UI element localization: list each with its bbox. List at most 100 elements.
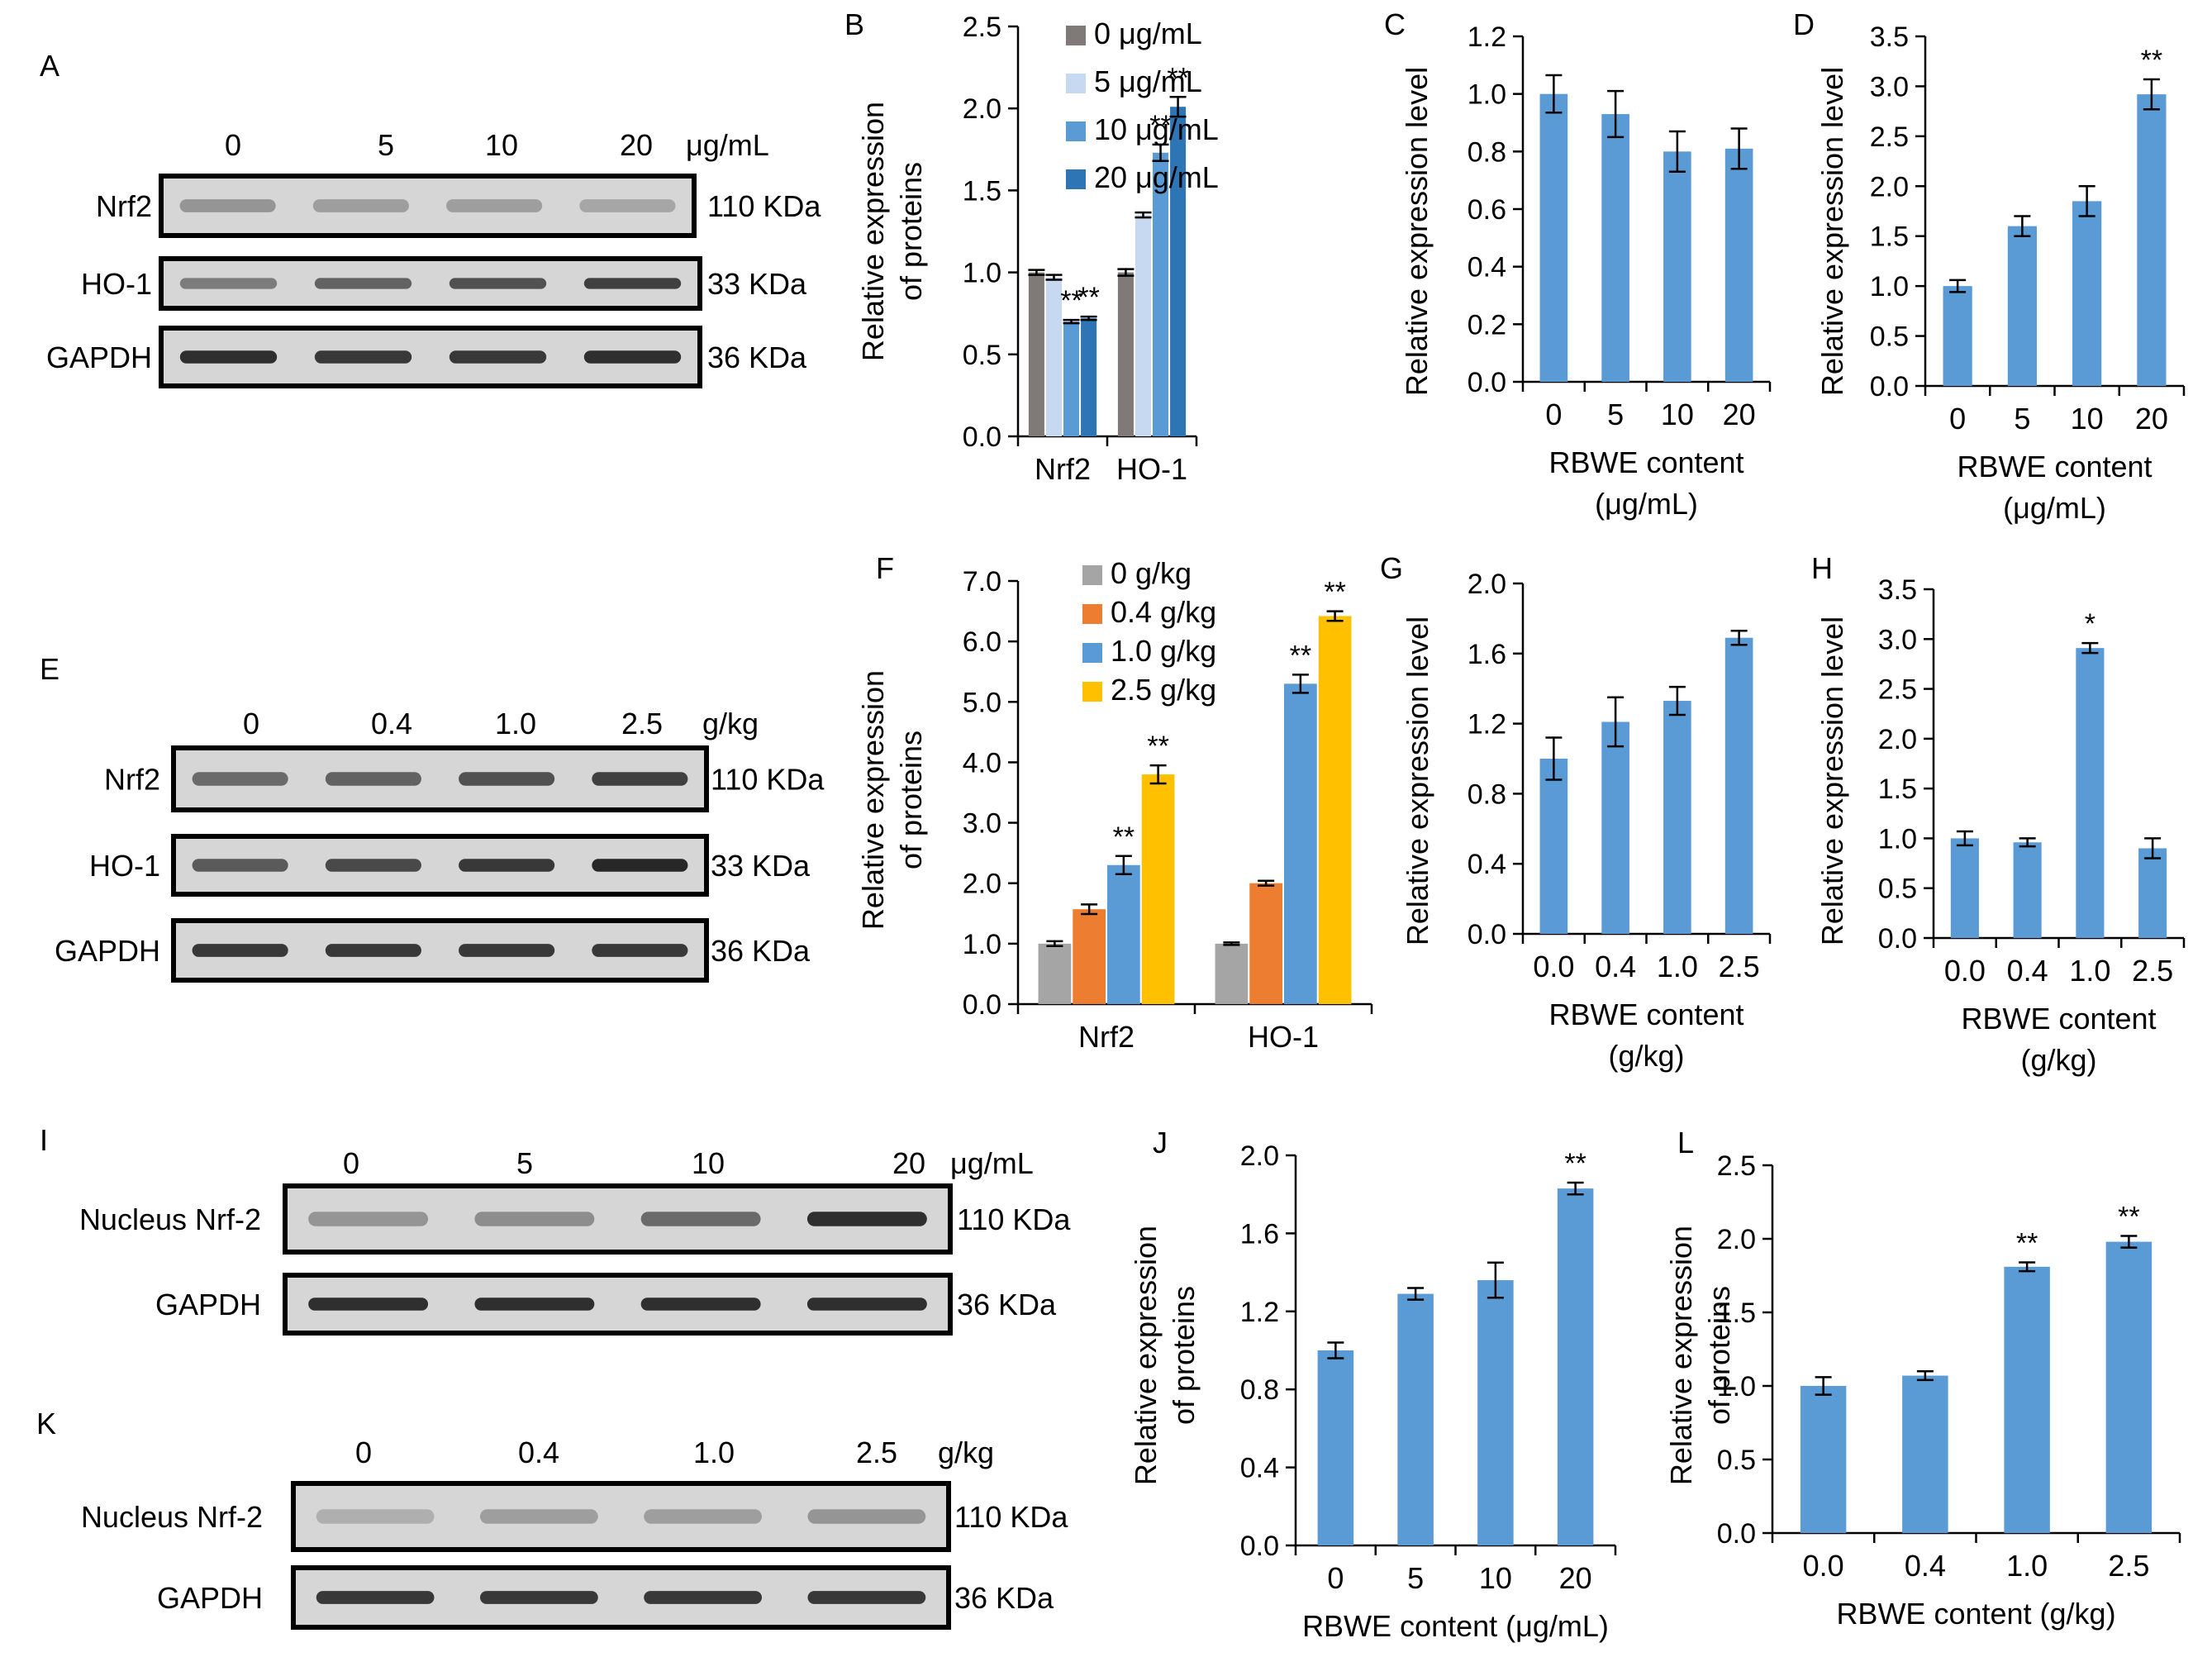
x-tick-label: 5 [2014,402,2030,436]
bar [1601,721,1629,934]
blot-band [325,859,421,872]
y-axis-label-line: Relative expression [856,670,890,930]
blot-band [312,199,409,212]
error-bar [2143,78,2160,111]
bar [2105,1241,2153,1533]
blot-strip: GAPDH 36 KDa [157,1565,1054,1630]
x-tick-label: 0.4 [1595,950,1636,983]
y-tick-label: 0.2 [1468,309,1506,340]
bar [1663,701,1691,934]
error-bar [1545,736,1563,781]
bar [1539,759,1568,934]
bar [1724,637,1753,934]
blot-band [192,772,288,786]
y-axis-label-line: of proteins [1702,1286,1736,1425]
blot-protein-label: Nucleus Nrf-2 [79,1202,261,1236]
y-tick-label: 0.0 [1717,1518,1756,1550]
y-tick-label: 1.5 [1878,774,1917,805]
panel-letter: B [844,7,864,41]
significance-mark: ** [2141,45,2162,76]
x-axis-label: RBWE content (μg/mL) [1302,1609,1609,1643]
blot-kda-label: 110 KDa [957,1202,1071,1236]
y-tick-label: 0.0 [1878,923,1917,955]
error-bar [2120,1235,2138,1249]
lane-label: 0.4 [371,707,412,740]
y-axis-label-line: Relative expression level [1815,617,1849,945]
bar [1153,152,1169,436]
x-tick-label: 20 [2135,402,2168,436]
error-bar [1117,268,1135,277]
x-axis-label: RBWE content [1957,450,2152,483]
panel-letter: F [876,551,894,585]
y-axis-label: Relative expression of proteins [856,102,928,361]
y-tick-label: 0.8 [1468,779,1506,810]
blot-strip: GAPDH 36 KDa [55,918,811,983]
panel-letter: H [1811,551,1833,585]
lane-label: 10 [485,128,518,162]
bar [2013,842,2042,938]
panel-letter: L [1677,1126,1694,1159]
y-tick-label: 0.0 [1468,919,1506,950]
significance-mark: ** [1290,640,1311,671]
lane-unit-label: g/kg [702,707,759,740]
lane-unit-label: μg/mL [950,1146,1034,1180]
blot-strip: HO-1 33 KDa [81,256,807,311]
error-bar [1028,269,1045,276]
y-tick-label: 0.5 [1870,321,1909,353]
panel-letter: C [1384,7,1406,41]
y-tick-label: 5.0 [963,687,1001,718]
legend-entry: 2.5 g/kg [1111,673,1216,707]
blot-band [592,859,688,872]
legend-entry: 0.4 g/kg [1111,595,1216,629]
y-axis-label: Relative expression level [1815,67,1849,396]
y-tick-label: 2.0 [1240,1140,1279,1172]
x-axis-label: RBWE content [1548,998,1743,1031]
y-tick-label: 1.5 [1717,1298,1756,1329]
error-bar [1607,89,1625,139]
y-axis-label: Relative expression level [1401,617,1434,945]
blot-panel-e: E 0 0.4 1.0 2.5 g/kg Nrf2 110 KDa HO-1 33 KDa GAPD… [40,652,825,983]
x-tick-label: HO-1 [1116,452,1187,486]
y-tick-label: 0.0 [963,989,1001,1021]
error-bar [2014,215,2031,237]
error-bar [1169,96,1187,118]
error-bar [1545,74,1563,114]
blot-protein-label: GAPDH [55,934,160,968]
x-tick-label: 0 [1949,402,1966,436]
y-tick-label: 2.0 [1870,171,1909,202]
blot-panel-a: A 0 5 10 20 μg/mL Nrf2 110 KDa HO-1 33 KDa GAPDH 36… [40,49,821,388]
bar [1317,1350,1354,1545]
bar [1063,321,1080,436]
blot-band [459,772,555,786]
error-bar [2144,837,2162,859]
bar [1073,909,1106,1004]
bar [1045,277,1062,436]
y-tick-label: 1.0 [1468,79,1506,111]
blot-band [446,199,543,212]
legend-swatch [1066,121,1086,141]
y-axis-label-line: Relative expression level [1400,67,1434,396]
bar [1950,838,1979,938]
lane-label: 20 [620,128,653,162]
x-tick-label: 0.4 [2007,954,2048,988]
x-tick-label: 1.0 [2006,1549,2048,1583]
legend: 0 g/kg 0.4 g/kg 1.0 g/kg 2.5 g/kg [1082,556,1216,707]
x-tick-label: 10 [1479,1561,1512,1595]
blot-strip: GAPDH 36 KDa [155,1273,1057,1336]
lane-label: 0 [225,128,241,162]
blot-band [474,1212,595,1226]
significance-mark: ** [2016,1227,2038,1259]
legend-entry: 0 g/kg [1111,556,1192,590]
y-tick-label: 3.0 [963,808,1001,840]
legend-swatch [1082,565,1102,585]
blot-band [644,1509,762,1524]
y-axis-label-line: Relative expression level [1401,617,1434,945]
chart-b: B 0.0 0.5 1.0 1.5 2.0 2.5 Relative expression of… [844,7,1219,486]
blot-panel-k: K 0 0.4 1.0 2.5 g/kg Nucleus Nrf-2 110 KDa GAPDH… [36,1407,1068,1630]
x-tick-label: Nrf2 [1078,1020,1135,1054]
x-axis-label: (μg/mL) [1595,487,1698,521]
blot-band [449,278,547,289]
blot-band [474,1298,595,1311]
y-tick-label: 2.0 [1717,1224,1756,1255]
